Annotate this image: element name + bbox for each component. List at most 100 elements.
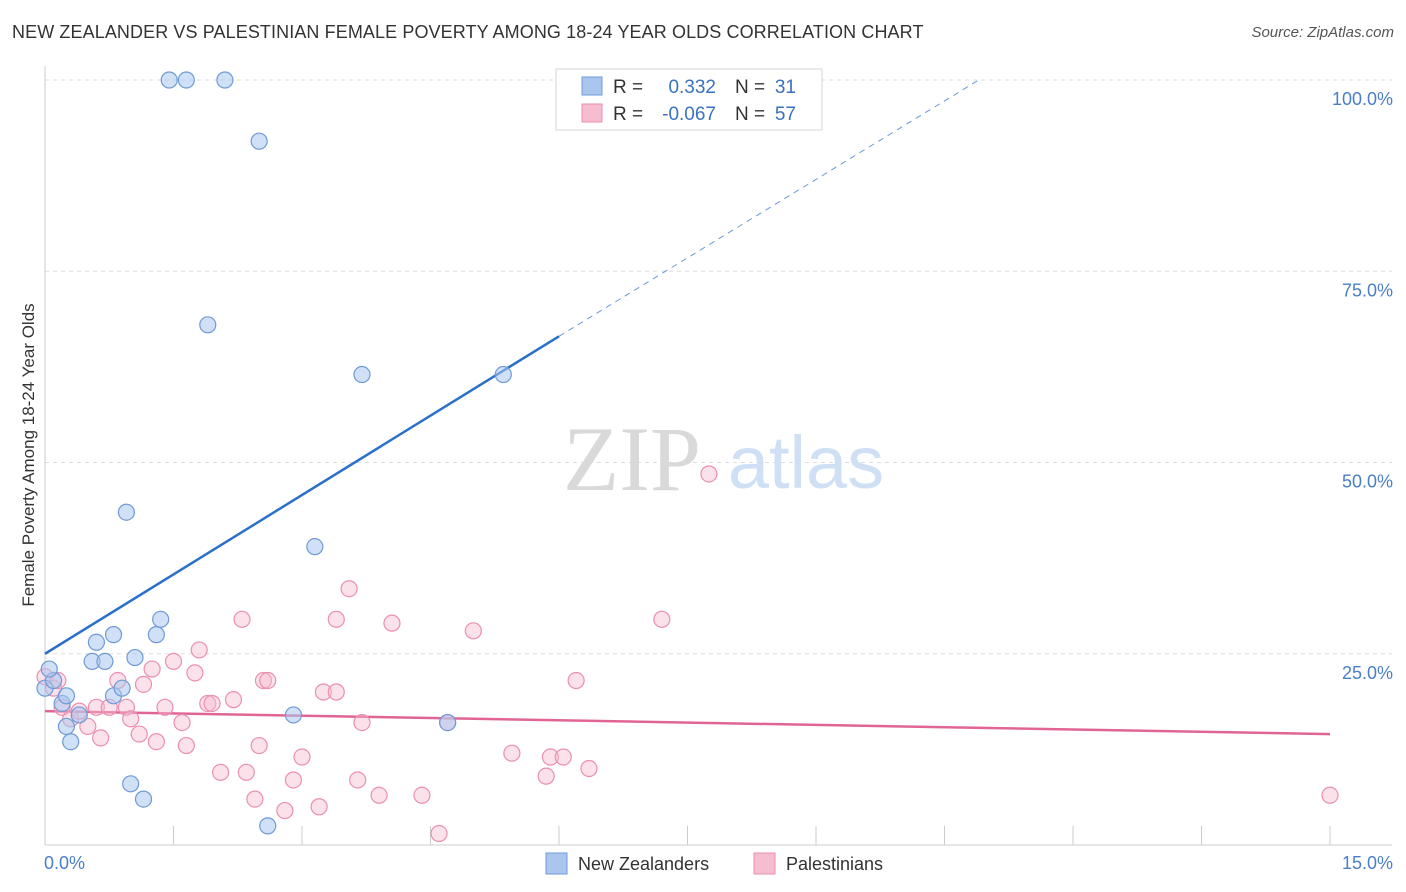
legend-r-label-2: R =: [613, 104, 643, 125]
new-zealanders-point: [259, 817, 277, 835]
palestinians-point: [700, 465, 718, 483]
palestinians-point: [370, 786, 388, 804]
new-zealanders-points: [36, 71, 512, 835]
palestinians-point: [134, 675, 153, 693]
y-tick-label: 25.0%: [1342, 663, 1393, 683]
new-zealanders-point: [113, 679, 131, 697]
new-zealanders-point: [306, 538, 324, 556]
new-zealanders-point: [152, 610, 170, 628]
new-zealanders-point: [134, 790, 153, 808]
bottom-legend-new-zealanders: New Zealanders: [578, 854, 709, 874]
palestinians-point: [413, 786, 431, 804]
palestinians-point: [503, 744, 521, 762]
palestinians-point: [250, 736, 268, 755]
new-zealanders-point: [117, 503, 135, 521]
new-zealanders-point: [126, 648, 144, 667]
palestinians-point: [186, 664, 204, 682]
new-zealanders-trend-extension: [558, 79, 980, 337]
bottom-legend-swatch-new-zealanders: [545, 852, 568, 875]
grid-lines: [45, 79, 1392, 655]
legend-r-value-2: -0.067: [662, 104, 716, 125]
palestinians-point: [327, 683, 345, 701]
palestinians-point: [537, 767, 555, 785]
watermark-atlas: atlas: [728, 421, 884, 504]
new-zealanders-point: [439, 713, 457, 732]
palestinians-point: [237, 763, 255, 781]
palestinians-point: [276, 801, 294, 820]
new-zealanders-point: [70, 706, 88, 724]
new-zealanders-point: [40, 660, 58, 678]
new-zealanders-point: [62, 733, 80, 751]
palestinians-point: [246, 790, 264, 808]
palestinians-point: [87, 698, 106, 716]
palestinians-point: [224, 691, 243, 709]
new-zealanders-point: [494, 365, 512, 384]
palestinians-point: [314, 683, 333, 701]
legend-r-value-1: 0.332: [668, 77, 716, 98]
palestinians-point: [464, 622, 482, 640]
legend-n-value-2: 57: [775, 104, 796, 125]
y-tick-labels: 25.0% 50.0% 75.0% 100.0%: [1332, 89, 1393, 683]
palestinians-point: [327, 610, 345, 628]
new-zealanders-point: [147, 626, 165, 644]
palestinians-point: [122, 710, 140, 728]
new-zealanders-point: [96, 652, 114, 671]
palestinians-point: [164, 652, 183, 671]
palestinians-point: [156, 698, 174, 716]
new-zealanders-point: [216, 71, 234, 89]
trend-lines: [44, 79, 1331, 736]
new-zealanders-point: [57, 717, 76, 736]
palestinians-points: [36, 465, 1339, 843]
palestinians-point: [254, 671, 273, 690]
palestinians-point: [92, 729, 110, 747]
palestinians-point: [580, 759, 598, 778]
chart-title: NEW ZEALANDER VS PALESTINIAN FEMALE POVE…: [12, 22, 924, 42]
palestinians-point: [199, 694, 217, 713]
new-zealanders-point: [160, 71, 178, 89]
new-zealanders-point: [284, 706, 303, 724]
palestinians-point: [203, 694, 221, 713]
palestinians-point: [554, 748, 572, 766]
palestinians-point: [353, 713, 371, 732]
legend-n-label-2: N =: [735, 104, 765, 125]
legend-n-value-1: 31: [775, 77, 796, 98]
bottom-legend-palestinians: Palestinians: [786, 854, 883, 874]
palestinians-point: [143, 660, 161, 678]
palestinians-point: [653, 610, 671, 628]
palestinians-point: [190, 641, 208, 659]
new-zealanders-point: [57, 687, 76, 705]
new-zealanders-point: [250, 132, 268, 150]
palestinians-point: [383, 614, 401, 632]
palestinians-trend-line: [44, 709, 1331, 736]
new-zealanders-point: [122, 775, 140, 793]
palestinians-point: [1321, 786, 1339, 804]
stats-legend: R = 0.332 N = 31 R = -0.067 N = 57: [555, 68, 823, 131]
new-zealanders-point: [104, 626, 123, 644]
watermark-zip: ZIP: [563, 408, 701, 510]
y-tick-label: 100.0%: [1332, 89, 1393, 109]
legend-n-label-1: N =: [735, 77, 765, 98]
axes: [44, 66, 1392, 846]
y-tick-label: 75.0%: [1342, 280, 1393, 300]
palestinians-point: [212, 763, 230, 781]
x-tick-label-max: 15.0%: [1342, 853, 1393, 873]
new-zealanders-point: [199, 316, 217, 334]
series-legend: New Zealanders Palestinians: [545, 852, 883, 875]
palestinians-point: [130, 725, 148, 743]
legend-r-label-1: R =: [613, 77, 643, 98]
palestinians-point: [340, 580, 358, 598]
y-axis-label: Female Poverty Among 18-24 Year Olds: [19, 303, 38, 606]
palestinians-point: [173, 713, 191, 732]
palestinians-point: [284, 771, 303, 789]
x-tick-label-min: 0.0%: [44, 853, 85, 873]
watermark: ZIP atlas: [563, 408, 884, 510]
new-zealanders-point: [177, 71, 195, 89]
palestinians-point: [310, 798, 328, 816]
source-note: Source: ZipAtlas.com: [1251, 24, 1394, 41]
palestinians-point: [233, 610, 251, 628]
bottom-legend-swatch-palestinians: [753, 852, 776, 875]
palestinians-point: [541, 748, 560, 766]
x-tick-labels: 0.0% 15.0%: [44, 853, 1393, 873]
legend-swatch-new-zealanders: [581, 76, 603, 96]
